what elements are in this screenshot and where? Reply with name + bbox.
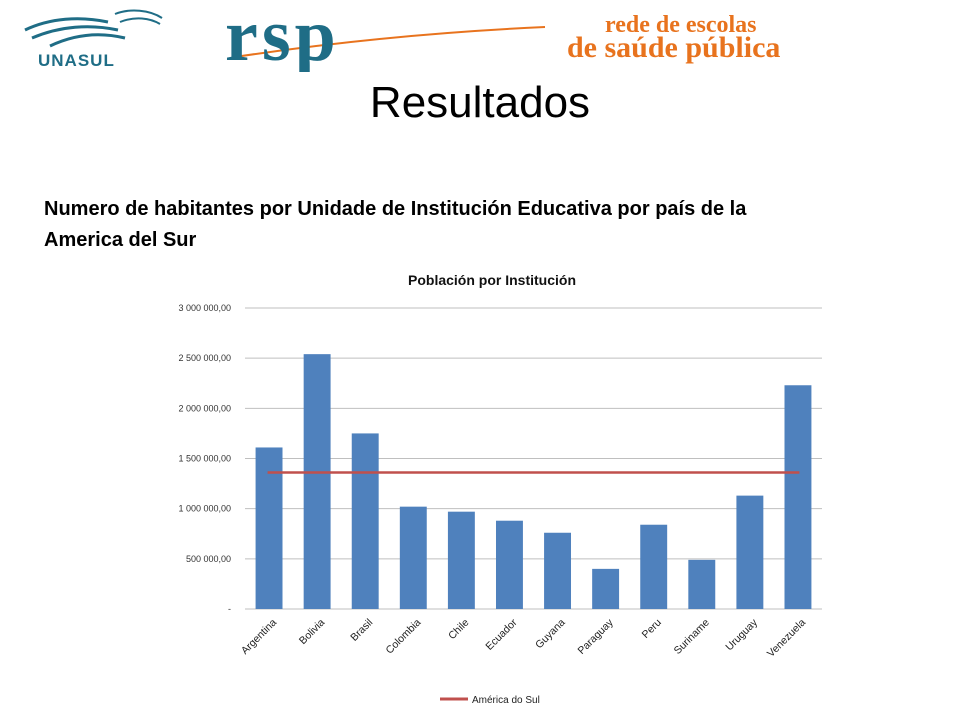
x-tick-label: Venezuela [765, 617, 808, 660]
x-tick-label: Ecuador [483, 616, 519, 652]
population-chart: Población por Institución - 500 000,00 1 0… [178, 272, 822, 706]
legend: América do Sul [440, 695, 540, 706]
x-tick-label: Argentina [239, 617, 279, 657]
bar-guyana [544, 532, 572, 609]
header: UNASUL rsp rede de escolas de saúde públ… [0, 0, 960, 80]
y-tick-label: 500 000,00 [186, 554, 231, 564]
x-tick-label: Guyana [533, 617, 568, 652]
bar-ecuador [495, 520, 523, 609]
bar-argentina [255, 447, 283, 609]
legend-label-america-do-sul: América do Sul [472, 695, 540, 706]
subtitle-line-1: Numero de habitantes por Unidade de Inst… [44, 198, 747, 220]
subtitle-line-2: America del Sur [44, 229, 197, 251]
y-tick-label: 1 500 000,00 [178, 454, 231, 464]
rsp-tagline-line1: rede de escolas [605, 12, 757, 38]
unasul-logo-text: UNASUL [38, 51, 115, 70]
slide-subtitle: Numero de habitantes por Unidade de Inst… [44, 194, 904, 256]
y-tick-label: 2 500 000,00 [178, 353, 231, 363]
y-tick-label: - [228, 604, 231, 614]
x-tick-label: Uruguay [723, 616, 760, 653]
bar-venezuela [784, 385, 812, 609]
rsp-tagline-line2: de saúde pública [567, 31, 780, 64]
y-axis-ticks: - 500 000,00 1 000 000,00 1 500 000,00 2 000… [178, 303, 231, 614]
bars [255, 354, 812, 609]
bar-peru [640, 524, 668, 609]
bar-uruguay [736, 495, 764, 609]
slide-title: Resultados [369, 78, 591, 127]
gridlines [245, 307, 822, 610]
chart-title: Población por Institución [408, 272, 576, 288]
bar-suriname [688, 559, 716, 609]
unasul-logo: UNASUL [24, 9, 163, 70]
bar-colombia [399, 506, 427, 609]
x-tick-label: Suriname [672, 617, 712, 657]
rsp-logo: rsp rede de escolas de saúde pública [225, 2, 780, 72]
y-tick-label: 3 000 000,00 [178, 303, 231, 313]
x-tick-label: Brasil [348, 617, 375, 644]
bar-paraguay [592, 568, 620, 609]
y-tick-label: 2 000 000,00 [178, 403, 231, 413]
x-tick-label: Colombia [384, 617, 424, 657]
x-tick-label: Bolivia [297, 617, 327, 647]
x-axis-labels: Argentina Bolivia Brasil Colombia Chile Ecuad… [239, 616, 808, 660]
bar-brasil [351, 433, 379, 609]
bar-bolivia [303, 354, 331, 609]
rsp-logo-text: rsp [225, 2, 340, 72]
x-tick-label: Chile [446, 617, 472, 643]
y-tick-label: 1 000 000,00 [178, 504, 231, 514]
x-tick-label: Paraguay [575, 616, 616, 657]
bar-chile [447, 511, 475, 609]
x-tick-label: Peru [640, 617, 664, 641]
